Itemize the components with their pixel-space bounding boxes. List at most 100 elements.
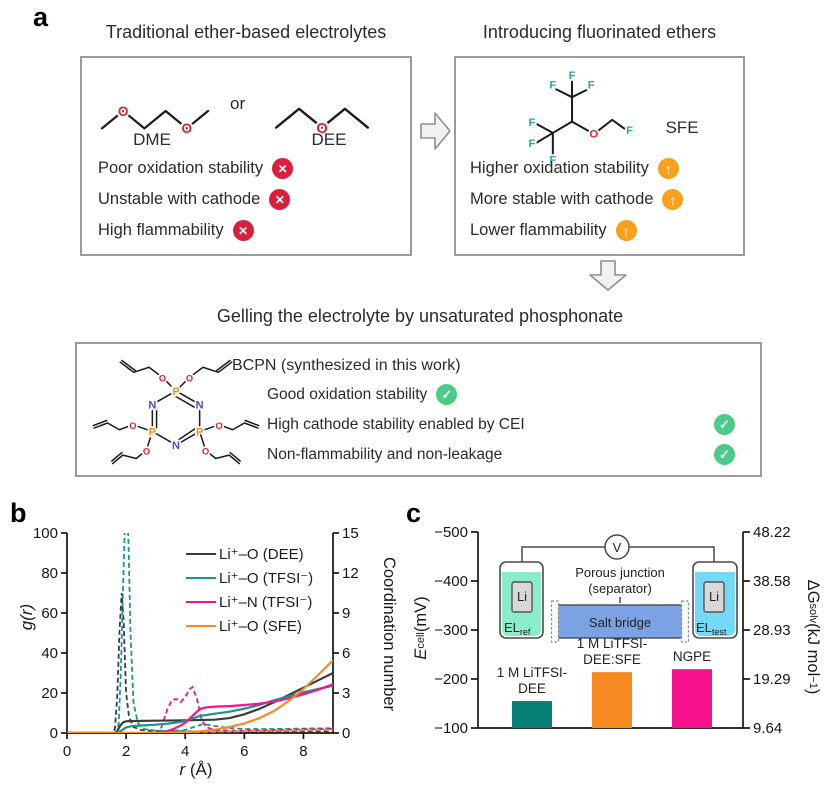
li-electrode-right <box>703 581 725 613</box>
tick-label: 80 <box>41 565 58 582</box>
bar-1-m-litfsi-dee <box>512 701 552 728</box>
panel-a-bottom-title: Gelling the electrolyte by unsaturated p… <box>216 306 624 326</box>
feature-row: More stable with cathode ↑ <box>470 189 684 210</box>
panel-b-label: b <box>10 498 27 528</box>
legend-line-swatch <box>186 625 216 627</box>
cross-icon: ✕ <box>272 158 294 179</box>
bcpn-heading: BCPN (synthesized in this work) <box>232 357 461 374</box>
feature-row: High flammability ✕ <box>98 220 254 241</box>
panel-c-label: c <box>406 498 422 528</box>
dee-label: DEE <box>311 130 347 149</box>
feature-row: Non-flammability and non-leakage ✓ <box>267 444 735 465</box>
tick-label: −500 <box>434 524 468 541</box>
c-y-right-base: ΔG <box>804 579 823 604</box>
legend-label: Li⁺–O (DEE) <box>219 546 304 563</box>
el-ref-sub: ref <box>520 627 531 637</box>
bcpn-box: P P P N N N O O O O O O BCPN (synthesize… <box>75 342 762 477</box>
oxygen-atom: O <box>186 374 193 384</box>
oxygen-atom: O <box>143 446 150 456</box>
rdf-legend: Li⁺–O (DEE) Li⁺–O (TFSI⁻) Li⁺–N (TFSI⁻) Li⁺… <box>186 542 313 638</box>
legend-item: Li⁺–O (TFSI⁻) <box>186 566 313 590</box>
oxygen-atom: O <box>118 104 129 119</box>
feature-text: Unstable with cathode <box>98 190 261 208</box>
feature-text: Lower flammability <box>470 221 607 239</box>
cross-icon: ✕ <box>269 189 291 210</box>
c-y-right-rest2: ) <box>804 688 823 695</box>
check-icon: ✓ <box>714 414 735 435</box>
rdf-chart: 0 20 40 60 80 100 0 3 6 9 12 15 0 2 4 6 8 <box>33 525 359 760</box>
tick-label: 15 <box>342 525 359 542</box>
traditional-electrolytes-box: O O or O DME DEE Poor oxidation stabilit… <box>80 56 412 256</box>
li-electrode-left <box>511 581 533 613</box>
tick-label: 12 <box>342 565 359 582</box>
tick-label: 100 <box>33 525 58 542</box>
tick-label: 20 <box>41 685 58 702</box>
feature-text: More stable with cathode <box>470 190 654 208</box>
tick-label: 48.22 <box>753 524 791 541</box>
bar-label: DEE <box>518 681 546 696</box>
legend-item: Li⁺–O (DEE) <box>186 542 313 566</box>
series-g-r-li-o-sfe- <box>67 728 333 733</box>
c-y-right-label: ΔG solv (kJ mol −1) <box>803 542 823 732</box>
b-y-right-label: Coordination number <box>380 556 399 712</box>
fluorinated-ethers-box: F F F F F F O F SFE Higher oxidation sta… <box>454 56 745 256</box>
c-y-right-sub: solv <box>807 603 819 624</box>
legend-label: Li⁺–N (TFSI⁻) <box>219 594 313 611</box>
nitrogen-atom: N <box>196 400 204 412</box>
el-ref-label: ELref <box>504 620 531 637</box>
fluorine-atom: F <box>528 138 535 150</box>
nitrogen-atom: N <box>148 400 156 412</box>
oxygen-atom: O <box>202 446 209 456</box>
series-g-r-li-o-tfsi- <box>67 533 333 733</box>
el-test-base: EL <box>696 620 712 635</box>
nitrogen-atom: N <box>172 440 180 452</box>
legend-line-swatch <box>186 577 216 579</box>
oxygen-atom: O <box>182 121 193 136</box>
tick-label: 0 <box>342 725 350 742</box>
check-icon: ✓ <box>436 384 458 405</box>
panel-a-left-title: Traditional ether-based electrolytes <box>105 22 387 42</box>
fluorine-atom: F <box>528 117 535 129</box>
b-x-label-unit: (Å) <box>185 760 213 779</box>
feature-row: Unstable with cathode ✕ <box>98 189 291 210</box>
sfe-structure: F F F F F F O F <box>527 68 635 167</box>
feature-row: Good oxidation stability ✓ <box>267 384 735 405</box>
b-y-left-label: g(r) <box>17 603 36 631</box>
voltmeter-label: V <box>613 540 622 555</box>
voltmeter-icon <box>604 534 630 560</box>
feature-text: Non-flammability and non-leakage <box>267 445 503 463</box>
tick-label: 0 <box>63 743 71 760</box>
electrochemical-cell-inset: V Li Li ELref Salt bridge ELtest Porous … <box>499 534 738 643</box>
b-x-label-var: r <box>179 760 186 779</box>
tick-label: 28.93 <box>753 622 791 639</box>
legend-label: Li⁺–O (SFE) <box>219 618 302 635</box>
up-arrow-icon: ↑ <box>662 189 684 210</box>
fluorine-atom: F <box>569 70 576 82</box>
el-ref-base: EL <box>504 620 520 635</box>
tick-label: 9 <box>342 605 350 622</box>
check-icon: ✓ <box>714 444 735 465</box>
feature-text: Higher oxidation stability <box>470 159 649 177</box>
feature-row: Lower flammability ↑ <box>470 220 637 241</box>
or-text: or <box>230 94 246 113</box>
li-electrode-right-label: Li <box>709 589 719 604</box>
tick-label: 3 <box>342 685 350 702</box>
sfe-label: SFE <box>665 118 699 137</box>
bar-label: DEE:SFE <box>583 652 641 667</box>
porous-junction-label-1: Porous junction <box>575 565 665 580</box>
bar-label: NGPE <box>673 649 711 664</box>
oxygen-atom: O <box>159 374 166 384</box>
legend-item: Li⁺–O (SFE) <box>186 614 313 638</box>
tick-label: 19.29 <box>753 671 791 688</box>
b-x-label: r (Å) <box>146 760 246 780</box>
legend-label: Li⁺–O (TFSI⁻) <box>219 570 314 587</box>
series-cn-li-o-tfsi- <box>67 684 333 733</box>
series-cn-li-o-dee- <box>67 672 333 733</box>
dme-label: DME <box>133 130 171 149</box>
tick-label: 4 <box>181 743 189 760</box>
bar-1-m-litfsi-dee-sfe <box>592 672 632 728</box>
tick-label: 0 <box>50 725 58 742</box>
down-arrow-icon <box>589 260 627 291</box>
fluorine-atom: F <box>549 154 556 166</box>
bar-label: 1 M LiTFSI- <box>497 665 568 680</box>
